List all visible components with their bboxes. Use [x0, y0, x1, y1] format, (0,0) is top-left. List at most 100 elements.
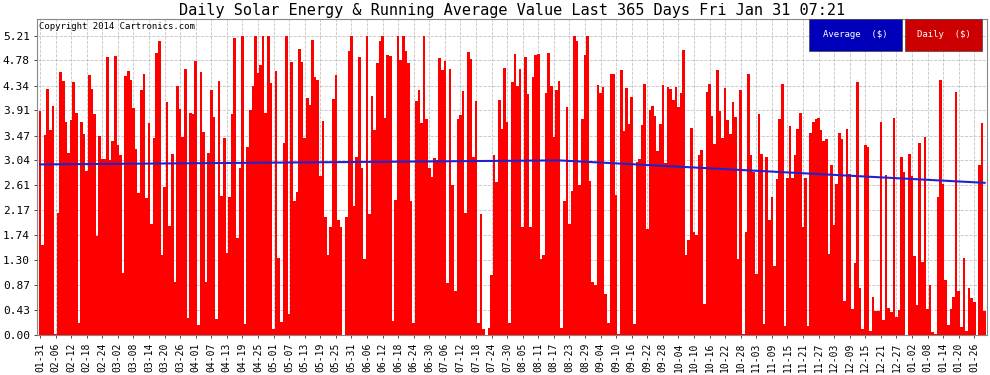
Bar — [448, 69, 451, 335]
Bar — [498, 100, 501, 335]
Bar — [363, 259, 365, 335]
Bar — [254, 36, 256, 335]
Bar — [51, 106, 54, 335]
Bar — [735, 117, 737, 335]
Bar — [490, 276, 493, 335]
Bar — [221, 196, 223, 335]
Bar — [833, 225, 836, 335]
Bar — [345, 217, 347, 335]
Bar — [117, 145, 119, 335]
Bar — [786, 178, 789, 335]
Bar — [823, 141, 825, 335]
Bar — [163, 187, 166, 335]
Bar — [973, 302, 975, 335]
Bar — [309, 105, 311, 335]
Bar — [210, 90, 213, 335]
Bar — [659, 124, 661, 335]
Bar — [605, 294, 607, 335]
Bar — [560, 327, 563, 335]
Bar — [160, 255, 163, 335]
Bar — [324, 216, 327, 335]
Text: Copyright 2014 Cartronics.com: Copyright 2014 Cartronics.com — [40, 22, 195, 31]
Bar — [480, 214, 482, 335]
Bar — [350, 36, 352, 335]
Bar — [285, 36, 288, 335]
Bar — [223, 138, 226, 335]
Bar — [176, 86, 179, 335]
Bar — [597, 85, 599, 335]
Bar — [371, 96, 373, 335]
Bar — [903, 172, 906, 335]
Bar — [503, 68, 506, 335]
Bar — [434, 158, 436, 335]
Bar — [405, 51, 407, 335]
Bar — [301, 62, 303, 335]
Bar — [644, 84, 645, 335]
Bar — [461, 91, 464, 335]
Bar — [358, 57, 360, 335]
Bar — [610, 74, 612, 335]
Bar — [439, 58, 441, 335]
Bar — [352, 206, 355, 335]
Bar — [900, 157, 903, 335]
Bar — [810, 133, 812, 335]
Bar — [965, 331, 968, 335]
Bar — [298, 49, 301, 335]
Bar — [415, 100, 418, 335]
FancyBboxPatch shape — [905, 19, 982, 51]
Bar — [724, 88, 727, 335]
Bar — [727, 120, 729, 335]
Bar — [957, 291, 960, 335]
Bar — [544, 93, 547, 335]
Bar — [737, 259, 740, 335]
Bar — [628, 124, 631, 335]
Bar — [815, 119, 817, 335]
Bar — [202, 132, 205, 335]
Bar — [757, 114, 760, 335]
Bar — [537, 54, 540, 335]
Bar — [394, 200, 397, 335]
Bar — [226, 254, 228, 335]
Bar — [50, 130, 51, 335]
Bar — [770, 197, 773, 335]
Bar — [639, 159, 641, 335]
Bar — [949, 309, 952, 335]
Bar — [532, 77, 535, 335]
Bar — [127, 71, 130, 335]
Bar — [653, 116, 656, 335]
Bar — [680, 93, 682, 335]
Bar — [773, 266, 776, 335]
Bar — [426, 118, 428, 335]
Bar — [340, 227, 343, 335]
Bar — [135, 148, 138, 335]
Bar — [752, 172, 755, 335]
Bar — [858, 288, 861, 335]
Bar — [101, 159, 104, 335]
Bar — [802, 228, 804, 335]
Bar — [698, 155, 701, 335]
Bar — [228, 197, 231, 335]
Bar — [781, 84, 783, 335]
Bar — [674, 87, 677, 335]
Title: Daily Solar Energy & Running Average Value Last 365 Days Fri Jan 31 07:21: Daily Solar Energy & Running Average Val… — [179, 3, 845, 18]
Bar — [755, 274, 757, 335]
Bar — [392, 321, 394, 335]
Bar — [615, 195, 618, 335]
Bar — [413, 323, 415, 335]
Bar — [197, 325, 200, 335]
Bar — [42, 244, 44, 335]
Bar — [941, 184, 944, 335]
Bar — [482, 329, 485, 335]
Bar — [192, 114, 194, 335]
Bar — [584, 55, 586, 335]
Bar — [778, 119, 781, 335]
Bar — [381, 36, 384, 335]
Bar — [54, 333, 56, 335]
Bar — [706, 92, 708, 335]
Bar — [687, 240, 690, 335]
Bar — [631, 98, 633, 335]
Bar — [913, 256, 916, 335]
Bar — [303, 138, 306, 335]
Bar — [978, 165, 981, 335]
Bar — [760, 154, 762, 335]
